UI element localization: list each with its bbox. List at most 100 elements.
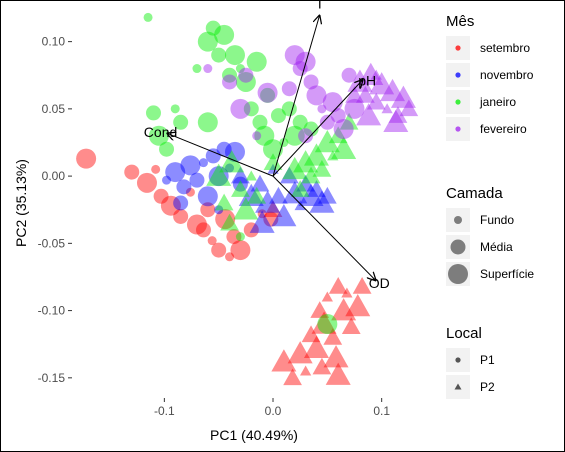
data-point-setembro [215, 209, 236, 230]
data-point-fevereiro [319, 114, 335, 130]
data-point-setembro [312, 357, 332, 375]
legend-title: Camada [446, 185, 503, 202]
data-point-janeiro [293, 150, 319, 173]
data-point-setembro [263, 200, 283, 218]
vector-label-t: T [315, 0, 324, 12]
y-tick-label: 0.10 [42, 35, 66, 49]
data-point-novembro [317, 186, 337, 204]
data-point-setembro [153, 188, 169, 204]
data-point-janeiro [263, 139, 284, 160]
data-point-setembro [341, 287, 353, 298]
data-point-fevereiro [369, 72, 395, 95]
data-point-novembro [238, 183, 264, 207]
data-point-setembro [328, 277, 348, 294]
legend-symbol [455, 45, 461, 51]
data-point-setembro [323, 328, 343, 345]
data-point-novembro [198, 158, 208, 168]
data-point-novembro [214, 205, 224, 215]
data-point-janeiro [281, 101, 297, 117]
data-point-setembro [331, 298, 357, 321]
data-point-janeiro [219, 150, 245, 173]
data-point-novembro [162, 175, 172, 185]
data-point-janeiro [254, 125, 275, 146]
data-point-setembro [173, 208, 189, 224]
plot-panel [72, 8, 436, 398]
data-point-fevereiro [380, 78, 406, 102]
vector-arrow-od [272, 175, 376, 281]
data-point-novembro [255, 190, 281, 213]
data-point-fevereiro [344, 98, 365, 119]
x-axis-label: PC1 (40.49%) [210, 427, 298, 443]
data-point-fevereiro [366, 92, 386, 110]
data-point-janeiro [197, 112, 218, 133]
legend-item-label: Superfície [480, 267, 534, 281]
data-point-janeiro [246, 51, 267, 72]
data-point-janeiro [197, 31, 218, 52]
data-point-setembro [287, 341, 313, 364]
y-tick-label: -0.05 [38, 236, 66, 250]
data-point-janeiro [143, 12, 153, 22]
data-point-janeiro [245, 170, 257, 181]
data-point-setembro [299, 365, 312, 376]
data-point-novembro [224, 141, 245, 162]
vector-label-od: OD [369, 275, 390, 291]
data-point-janeiro [211, 47, 227, 63]
data-point-janeiro [290, 180, 310, 197]
legend-title: Local [446, 325, 482, 342]
data-point-fevereiro [345, 86, 364, 103]
data-point-setembro [301, 325, 321, 343]
legend-symbol [455, 357, 461, 363]
data-point-fevereiro [356, 103, 382, 126]
data-point-novembro [173, 195, 189, 211]
data-point-novembro [205, 148, 221, 164]
x-tick-label: 0.1 [373, 404, 390, 418]
data-point-janeiro [292, 114, 308, 130]
data-point-novembro [271, 203, 297, 227]
data-point-janeiro [235, 64, 245, 74]
data-point-janeiro [233, 197, 259, 220]
data-point-janeiro [303, 143, 329, 166]
legend: Mês setembro novembro janeiro fevereiro Camad… [446, 13, 534, 399]
data-point-fevereiro [341, 67, 357, 83]
data-point-fevereiro [257, 82, 278, 103]
legend-item-label: P2 [480, 380, 495, 394]
data-point-fevereiro [333, 119, 354, 140]
data-point-setembro [230, 240, 251, 261]
data-point-setembro [200, 202, 216, 218]
data-point-fevereiro [330, 108, 346, 124]
data-point-setembro [160, 195, 181, 216]
data-point-fevereiro [317, 104, 327, 114]
data-point-setembro [225, 252, 235, 262]
legend-symbol [455, 99, 461, 105]
data-point-fevereiro [281, 81, 297, 97]
data-point-setembro [76, 148, 97, 169]
legend-item-label: janeiro [479, 95, 516, 109]
data-point-novembro [165, 162, 186, 183]
data-point-janeiro [303, 121, 319, 137]
data-point-novembro [269, 186, 288, 204]
data-point-setembro [303, 335, 329, 358]
data-point-setembro [283, 368, 302, 386]
y-tick-label: -0.15 [38, 371, 66, 385]
data-point-fevereiro [399, 99, 419, 117]
data-point-novembro [208, 166, 229, 187]
data-point-janeiro [314, 129, 340, 153]
data-point-novembro [189, 172, 205, 188]
vector-label-cond: Cond [144, 124, 177, 140]
data-point-janeiro [327, 150, 339, 161]
legend-item-label: Média [480, 240, 513, 254]
data-point-janeiro [247, 186, 267, 204]
data-point-janeiro [301, 166, 321, 184]
data-point-novembro [176, 179, 192, 195]
data-point-fevereiro [358, 62, 384, 85]
vector-arrow-t [272, 15, 320, 177]
data-point-novembro [294, 200, 306, 211]
data-point-setembro [263, 211, 279, 227]
data-point-janeiro [170, 104, 180, 114]
data-point-fevereiro [303, 74, 319, 90]
data-point-janeiro [317, 314, 338, 335]
legend-item-label: setembro [480, 41, 530, 55]
data-point-janeiro [192, 64, 202, 74]
data-point-setembro [151, 164, 161, 174]
data-point-fevereiro [355, 86, 375, 103]
